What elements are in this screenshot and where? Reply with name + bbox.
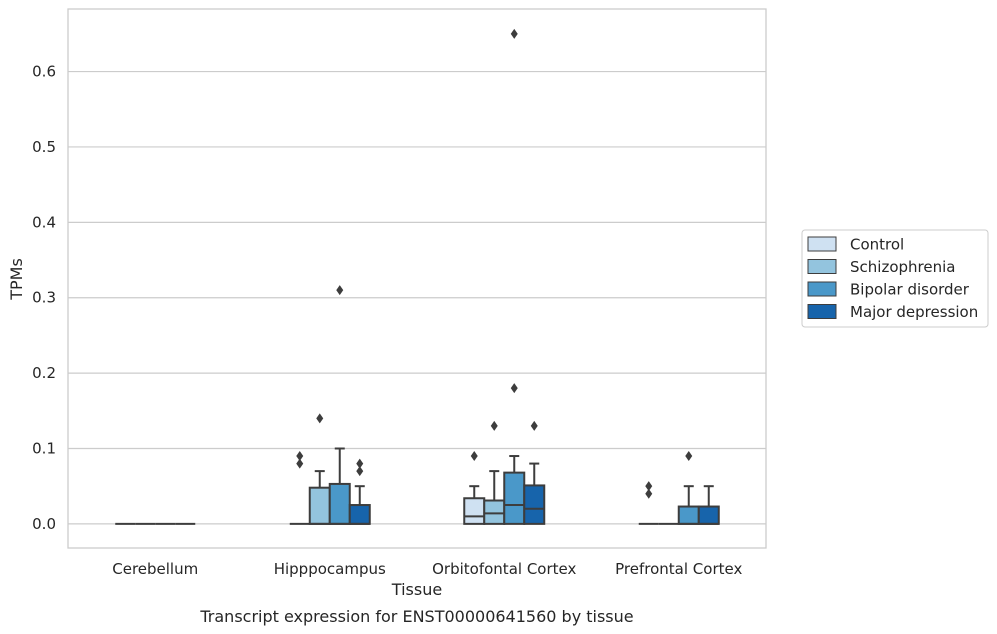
outlier-point xyxy=(470,451,478,462)
y-tick-label: 0.2 xyxy=(32,364,56,382)
box-major-depression xyxy=(697,485,720,525)
y-axis-title: TPMs xyxy=(7,258,26,301)
box-control xyxy=(289,451,310,525)
box-control xyxy=(638,481,659,525)
outlier-point xyxy=(316,413,324,424)
box-rect xyxy=(308,486,331,525)
x-tick-label: Prefrontal Cortex xyxy=(615,560,742,578)
box-bipolar-disorder xyxy=(677,451,700,525)
legend-swatch xyxy=(807,281,837,297)
box-major-depression xyxy=(348,458,371,525)
box-rect xyxy=(348,504,371,525)
plot-frame xyxy=(67,8,767,549)
y-tick-label: 0.6 xyxy=(32,63,56,81)
outlier-point xyxy=(356,466,364,477)
box-bipolar-disorder xyxy=(503,28,526,525)
outlier-point xyxy=(356,458,364,469)
legend: Control Schizophrenia Bipolar disorder Majo… xyxy=(801,229,989,328)
legend-swatch xyxy=(807,304,837,319)
outlier-point xyxy=(490,420,498,431)
x-tick-label: Orbitofontal Cortex xyxy=(432,560,576,578)
legend-label: Control xyxy=(850,236,904,254)
grid-lines xyxy=(68,70,766,525)
box-control xyxy=(463,451,486,525)
outlier-point xyxy=(510,28,518,39)
y-tick-label: 0.4 xyxy=(32,213,56,231)
outlier-point xyxy=(685,451,693,462)
x-tick-labels: Cerebellum Hipppocampus Orbitofontal Corte… xyxy=(112,560,742,578)
box-rect xyxy=(697,505,720,525)
box-rect xyxy=(328,482,351,525)
legend-label: Bipolar disorder xyxy=(850,281,970,299)
box-schizophrenia xyxy=(483,420,506,525)
legend-frame xyxy=(801,229,989,328)
x-tick-label: Cerebellum xyxy=(112,560,198,578)
y-tick-label: 0.3 xyxy=(32,289,56,307)
outlier-point xyxy=(645,481,653,492)
box-major-depression xyxy=(523,420,546,525)
outlier-point xyxy=(296,451,304,462)
outlier-point xyxy=(530,420,538,431)
outlier-point xyxy=(510,383,518,394)
legend-swatch xyxy=(807,259,837,274)
y-tick-label: 0.1 xyxy=(32,439,56,457)
box-rect xyxy=(503,471,526,525)
outlier-point xyxy=(336,285,344,296)
box-rect xyxy=(463,497,486,525)
y-tick-label: 0.0 xyxy=(32,515,56,533)
x-axis-title: Tissue xyxy=(391,580,442,599)
box-rect xyxy=(677,505,700,525)
y-tick-labels: 0.0 0.1 0.2 0.3 0.4 0.5 0.6 xyxy=(32,63,56,533)
box-rect xyxy=(483,499,506,525)
legend-label: Major depression xyxy=(850,303,978,321)
legend-label: Schizophrenia xyxy=(850,258,955,276)
box-bipolar-disorder xyxy=(328,285,351,525)
chart-caption: Transcript expression for ENST0000064156… xyxy=(199,607,633,626)
box-plot-marks xyxy=(115,28,720,525)
outlier-point xyxy=(645,488,653,499)
box-schizophrenia xyxy=(308,413,331,525)
outlier-point xyxy=(296,458,304,469)
y-tick-label: 0.5 xyxy=(32,138,56,156)
box-rect xyxy=(523,484,546,525)
x-tick-label: Hipppocampus xyxy=(274,560,386,578)
legend-swatch xyxy=(807,236,837,252)
